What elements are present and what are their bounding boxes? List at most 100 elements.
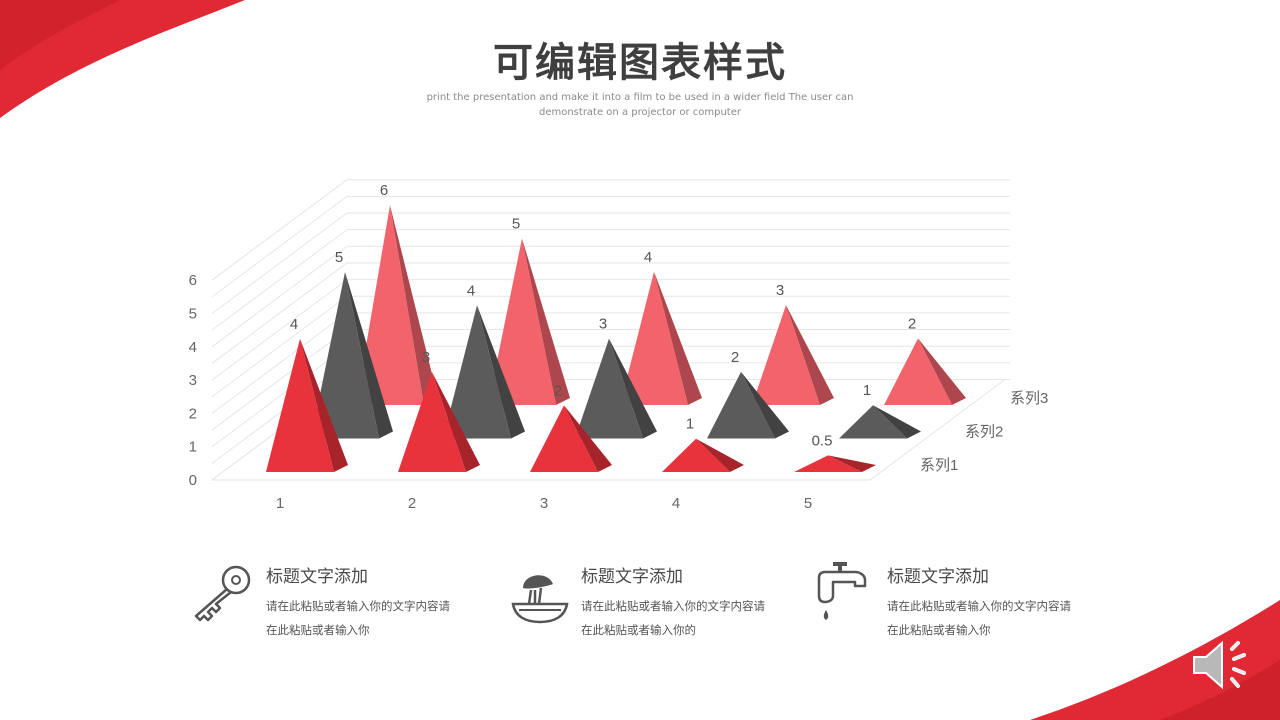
data-label: 3 xyxy=(422,349,430,366)
pyramid-bar: 6 xyxy=(356,182,438,405)
feature-block-3: 标题文字添加 请在此粘贴或者输入你的文字内容请在此粘贴或者输入你 xyxy=(811,560,1071,650)
pyramid-front-face xyxy=(311,272,379,439)
pyramid-bar: 2 xyxy=(884,315,966,405)
pyramid-front-face xyxy=(752,305,820,405)
side-gridline xyxy=(211,179,348,281)
pyramid-side-face xyxy=(522,238,570,405)
pyramid-bar: 5 xyxy=(311,249,393,439)
side-gridline xyxy=(211,262,348,364)
data-label: 4 xyxy=(290,316,298,333)
x-tick-label: 1 xyxy=(276,495,284,512)
data-label: 1 xyxy=(686,416,694,433)
data-label: 4 xyxy=(467,282,475,299)
data-label: 3 xyxy=(776,282,784,299)
series-label: 系列1 xyxy=(920,457,958,474)
y-tick-label: 0 xyxy=(189,472,197,489)
side-gridline xyxy=(211,345,348,448)
gridlines xyxy=(210,179,1010,481)
data-label: 6 xyxy=(380,182,388,199)
data-label: 2 xyxy=(731,349,739,366)
data-label: 0.5 xyxy=(812,432,833,449)
pyramid-bar: 4 xyxy=(443,282,525,439)
y-tick-label: 3 xyxy=(189,372,197,389)
pyramid-bar: 5 xyxy=(488,216,570,405)
pyramid-front-face xyxy=(884,338,952,405)
data-label: 1 xyxy=(863,382,871,399)
feature-body: 请在此粘贴或者输入你的文字内容请在此粘贴或者输入你的 xyxy=(581,599,765,637)
side-gridline xyxy=(211,212,348,314)
pyramid-side-face xyxy=(564,405,612,472)
pyramid-side-face xyxy=(918,338,966,405)
data-label: 5 xyxy=(335,249,343,266)
x-tick-label: 5 xyxy=(804,495,812,512)
pyramid-front-face xyxy=(443,305,511,439)
feature-title: 标题文字添加 xyxy=(581,567,683,587)
pyramid-chart: 0 1 2 3 4 5 6 1 2 3 4 5 系列1 系列2 系列3 6 5 4 3 2 5 4 3 2 1 4 3 2 1 0.5 xyxy=(189,179,1048,512)
side-gridline xyxy=(211,279,348,381)
pyramid-side-face xyxy=(696,438,744,472)
y-tick-label: 6 xyxy=(189,272,197,289)
feature-title: 标题文字添加 xyxy=(887,567,989,587)
pyramid-side-face xyxy=(609,338,657,439)
x-tick-label: 2 xyxy=(408,495,416,512)
y-tick-label: 5 xyxy=(189,306,197,323)
x-tick-label: 4 xyxy=(672,495,680,512)
pyramid-front-face xyxy=(266,338,334,472)
page-subtitle: print the presentation and make it into … xyxy=(426,92,854,118)
pyramid-side-face xyxy=(390,205,438,405)
speaker-icon[interactable] xyxy=(1188,635,1258,695)
feature-body: 请在此粘贴或者输入你的文字内容请在此粘贴或者输入你 xyxy=(266,599,450,637)
y-tick-label: 2 xyxy=(189,405,197,422)
pyramid-front-face xyxy=(356,205,424,405)
data-label: 2 xyxy=(554,382,562,399)
series-label: 系列2 xyxy=(965,424,1003,441)
pyramid-front-face xyxy=(575,338,643,439)
faucet-icon xyxy=(817,562,867,620)
feature-title: 标题文字添加 xyxy=(266,567,368,587)
pyramid-front-face xyxy=(794,455,862,472)
pyramid-side-face xyxy=(741,371,789,439)
pyramid-bar: 3 xyxy=(752,282,834,405)
pyramid-bar: 2 xyxy=(530,382,612,472)
pyramid-side-face xyxy=(873,405,921,439)
pyramid-front-face xyxy=(620,271,688,405)
pyramid-side-face xyxy=(654,271,702,405)
series-label: 系列3 xyxy=(1010,390,1048,407)
side-gridline xyxy=(211,229,348,331)
pyramid-front-face xyxy=(530,405,598,472)
pyramid-side-face xyxy=(432,372,480,472)
feature-block-1: 标题文字添加 请在此粘贴或者输入你的文字内容请在此粘贴或者输入你 xyxy=(190,560,450,650)
pyramid-bar: 0.5 xyxy=(794,432,876,472)
pyramid-bar: 1 xyxy=(662,416,744,472)
pyramid-bar: 2 xyxy=(707,349,789,439)
y-tick-label: 1 xyxy=(189,439,197,456)
feature-body: 请在此粘贴或者输入你的文字内容请在此粘贴或者输入你 xyxy=(887,599,1071,637)
feature-block-2: 标题文字添加 请在此粘贴或者输入你的文字内容请在此粘贴或者输入你的 xyxy=(505,560,765,650)
side-gridline xyxy=(211,295,348,398)
pyramid-bar: 4 xyxy=(266,316,348,472)
side-gridline xyxy=(211,312,348,414)
pyramid-front-face xyxy=(488,238,556,405)
pyramid-front-face xyxy=(839,405,907,439)
side-gridline xyxy=(211,195,348,298)
pyramid-front-face xyxy=(398,372,466,472)
pyramid-bar: 3 xyxy=(575,316,657,439)
pyramid-bar: 4 xyxy=(620,249,702,405)
pyramid-side-face xyxy=(477,305,525,439)
data-label: 5 xyxy=(512,216,520,233)
data-label: 2 xyxy=(908,315,916,332)
side-gridline xyxy=(211,245,348,348)
data-label: 4 xyxy=(644,249,652,266)
side-gridline xyxy=(211,329,348,431)
pyramid-bar: 3 xyxy=(398,349,480,472)
key-icon xyxy=(194,565,251,622)
x-tick-label: 3 xyxy=(540,495,548,512)
page-title: 可编辑图表样式 xyxy=(493,40,787,86)
pyramid-side-face xyxy=(345,272,393,439)
pyramid-side-face xyxy=(828,455,876,472)
pyramid-side-face xyxy=(786,305,834,405)
pyramid-bar: 1 xyxy=(839,382,921,439)
data-label: 3 xyxy=(599,316,607,333)
pyramid-front-face xyxy=(707,371,775,439)
pyramid-side-face xyxy=(300,338,348,472)
